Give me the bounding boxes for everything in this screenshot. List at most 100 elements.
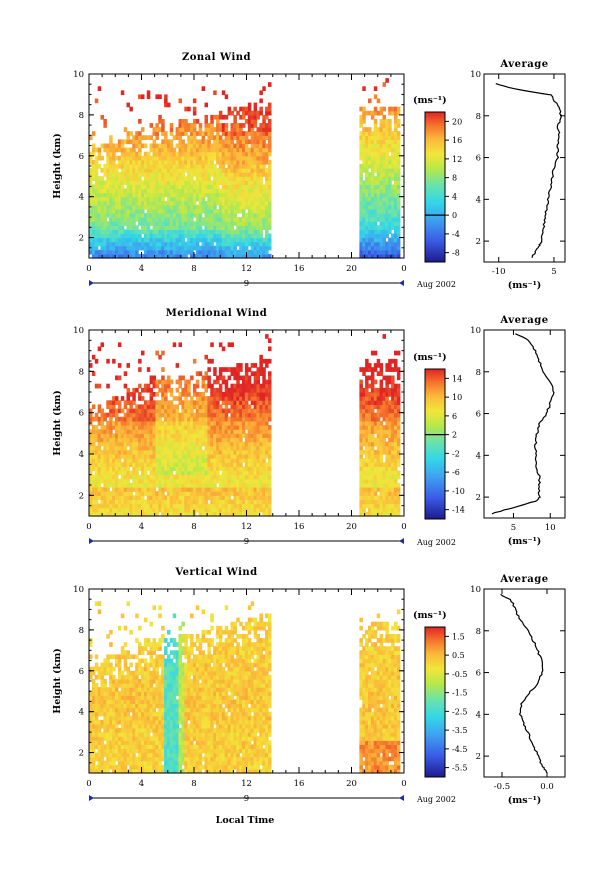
heatmap-cell [187,470,191,476]
heatmap-cell [201,184,206,190]
heatmap-cell [158,503,162,509]
heatmap-cell [368,425,372,430]
heatmap-cell [201,511,206,517]
heatmap-cell [190,192,194,198]
heatmap-cell [192,487,197,492]
heatmap-cell [227,168,232,173]
heatmap-cell [164,172,168,177]
heatmap-cell [253,478,258,484]
heatmap-cell [253,110,258,116]
heatmap-cell [155,404,159,410]
heatmap-cell [256,408,260,414]
heatmap-cell [143,404,148,410]
heatmap-cell [218,437,223,443]
heatmap-cell [259,90,263,96]
heatmap-cell [259,371,263,376]
heatmap-cell [143,487,148,492]
heatmap-cell [115,416,119,422]
heatmap-cell [362,221,366,226]
heatmap-cell [227,184,232,190]
heatmap-cell [236,499,240,505]
heatmap-cell [204,511,208,517]
heatmap-cell [158,200,162,206]
heatmap-cell [388,445,392,451]
heatmap-cell [195,416,200,422]
heatmap-cell [117,363,122,368]
heatmap-cell [256,487,260,492]
heatmap-cell [138,139,142,145]
heatmap-cell [89,449,93,455]
heatmap-cell [388,229,392,235]
heatmap-cell [262,139,266,145]
heatmap-cell [195,462,200,467]
heatmap-cell [359,416,363,422]
heatmap-cell [126,408,130,414]
heatmap-cell [192,135,197,140]
heatmap-cell [138,466,142,472]
heatmap-cell [236,478,240,484]
heatmap-cell [135,491,139,496]
heatmap-cell [190,408,194,414]
heatmap-cell [373,127,378,132]
heatmap-cell [181,416,185,422]
heatmap-cell [207,221,211,226]
heatmap-cell [262,404,266,410]
heatmap-cell [172,396,177,401]
heatmap-cell [146,155,151,161]
heatmap-cell [385,462,389,467]
heatmap-cell [239,249,243,255]
heatmap-cell [100,466,104,472]
heatmap-cell [97,383,102,389]
heatmap-cell [178,200,182,206]
heatmap-cell [169,491,174,496]
heatmap-cell [244,159,249,165]
heatmap-cell [167,462,171,467]
heatmap-cell [178,151,182,157]
heatmap-cell [379,412,384,418]
heatmap-cell [117,217,122,222]
heatmap-cell [218,180,223,185]
heatmap-cell [259,462,263,467]
heatmap-cell [141,429,145,434]
heatmap-cell [239,491,243,496]
heatmap-cell [250,491,255,496]
heatmap-cell [120,396,125,401]
heatmap-cell [132,474,136,480]
heatmap-cell [239,139,243,145]
heatmap-cell [164,200,168,206]
heatmap-cell [178,462,182,467]
heatmap-cell [359,387,363,393]
heatmap-cell [207,213,211,218]
heatmap-cell [216,229,220,235]
heatmap-cell [97,478,102,484]
heatmap-cell [106,241,110,247]
heatmap-cell [265,176,269,181]
heatmap-cell [164,143,168,149]
heatmap-cell [195,396,200,401]
heatmap-cell [213,135,217,140]
heatmap-cell [143,458,148,463]
heatmap-cell [106,454,110,459]
heatmap-cell [192,449,197,455]
heatmap-cell [146,454,151,459]
heatmap-cell [126,131,130,136]
heatmap-cell [152,168,156,173]
heatmap-cell [143,229,148,235]
heatmap-cell [204,168,208,173]
heatmap-cell [265,196,269,202]
heatmap-cell [256,155,260,161]
heatmap-cell [103,470,107,476]
heatmap-cell [221,429,226,434]
heatmap-cell [178,155,182,161]
heatmap-cell [178,241,182,247]
heatmap-cell [138,196,142,202]
heatmap-cell [178,139,182,145]
heatmap-cell [198,143,203,149]
heatmap-cell [126,449,130,455]
heatmap-cell [253,229,258,235]
heatmap-cell [141,454,145,459]
heatmap-cell [256,204,260,210]
heatmap-cell [242,131,246,136]
heatmap-cell [362,200,366,206]
heatmap-cell [175,233,180,239]
